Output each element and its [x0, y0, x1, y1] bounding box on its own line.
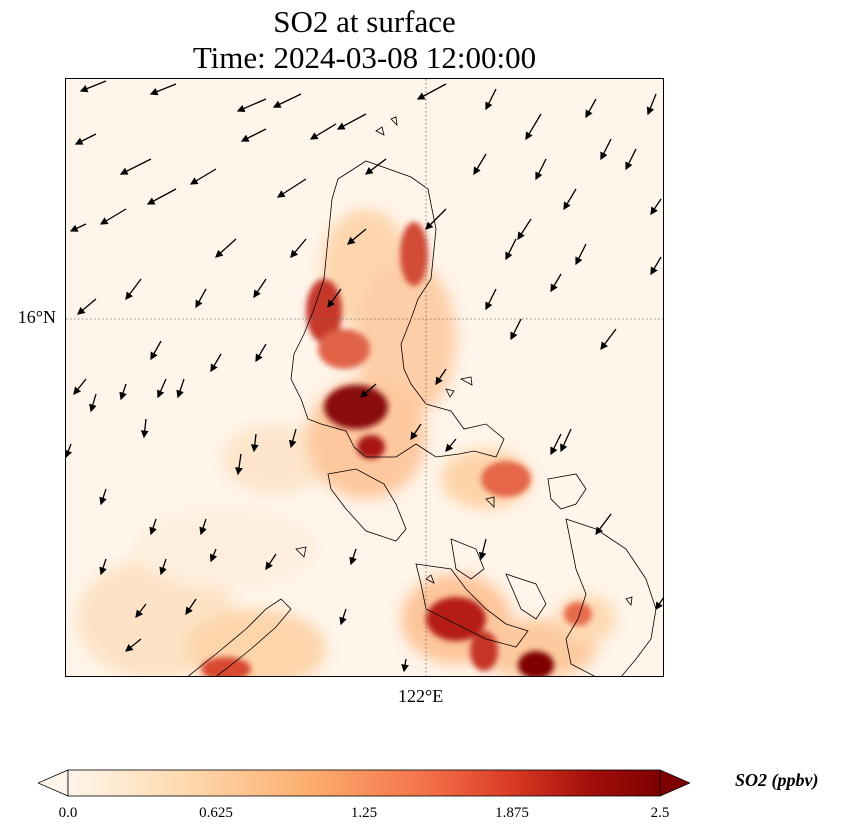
map-title-line-2: Time: 2024-03-08 12:00:00 [192, 40, 537, 75]
colorbar [38, 769, 690, 797]
colorbar-tick-4: 2.5 [650, 805, 670, 821]
so2-hotspots [201, 222, 592, 676]
so2-map [65, 78, 664, 677]
coastlines [187, 116, 657, 676]
colorbar-tick-2: 1.25 [350, 805, 378, 821]
map-canvas [66, 79, 663, 676]
coastline-negros [505, 573, 547, 620]
map-title-line-1: SO2 at surface [273, 4, 456, 39]
colorbar-label: SO2 (ppbv) [735, 770, 819, 790]
coastline-mindanao-north [565, 518, 657, 676]
coastline-visayas [415, 563, 529, 648]
coastline-small-islands [295, 116, 633, 606]
latitude-label-16n: 16°N [17, 307, 56, 327]
longitude-label-122e: 122°E [398, 686, 444, 706]
coastline-luzon [290, 160, 505, 458]
coastline-panay [450, 538, 485, 580]
coastline-samar [547, 473, 587, 510]
wind-vectors [66, 80, 663, 673]
coastline-mindoro [327, 468, 407, 542]
colorbar-extend-low [38, 769, 69, 797]
colorbar-tick-3: 1.875 [495, 805, 529, 821]
coastline-palawan [187, 598, 292, 676]
colorbar-tick-1: 0.625 [199, 805, 233, 821]
colorbar-extend-high [659, 769, 690, 797]
colorbar-gradient [68, 770, 660, 796]
colorbar-tick-0: 0.0 [58, 805, 78, 821]
so2-broad-plumes [76, 209, 616, 676]
